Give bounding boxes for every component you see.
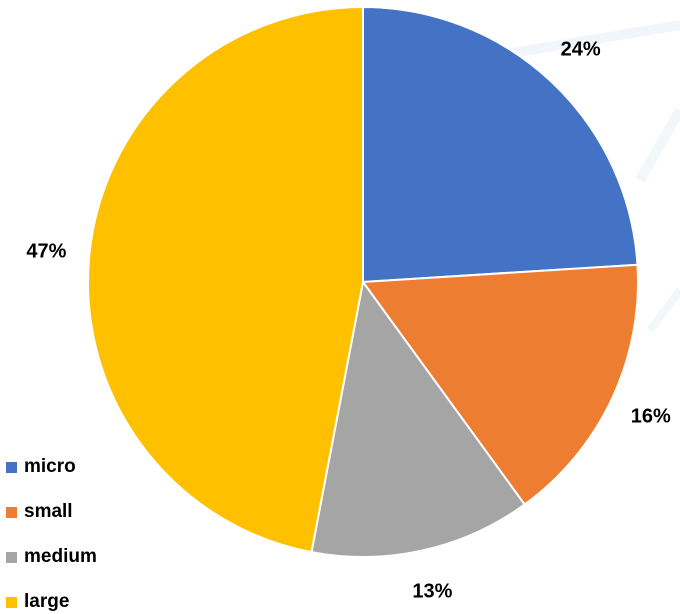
data-label-medium: 13% [412, 581, 452, 603]
legend-label-small: small [24, 501, 73, 522]
legend-item-large: large [6, 590, 97, 614]
legend-label-micro: micro [24, 456, 76, 477]
data-label-small: 16% [631, 406, 671, 428]
legend-swatch-medium [6, 551, 17, 563]
pie-slices [87, 5, 639, 558]
legend-item-micro: micro [6, 455, 97, 479]
pie-slice-large [87, 5, 364, 554]
pie-slice-small [361, 263, 639, 506]
legend-swatch-large [6, 596, 17, 608]
legend-item-small: small [6, 500, 97, 524]
chart-legend: micro small medium large [6, 455, 97, 614]
pie-slice-medium [310, 279, 527, 558]
legend-swatch-small [6, 506, 17, 518]
legend-label-medium: medium [24, 546, 97, 567]
data-label-micro: 24% [561, 38, 601, 60]
legend-label-large: large [24, 591, 70, 612]
pie-data-labels: 24% 16% 13% 47% [26, 38, 671, 602]
pie-slice-micro [362, 5, 639, 284]
legend-swatch-micro [6, 461, 17, 473]
data-label-large: 47% [26, 240, 66, 262]
legend-item-medium: medium [6, 545, 97, 569]
